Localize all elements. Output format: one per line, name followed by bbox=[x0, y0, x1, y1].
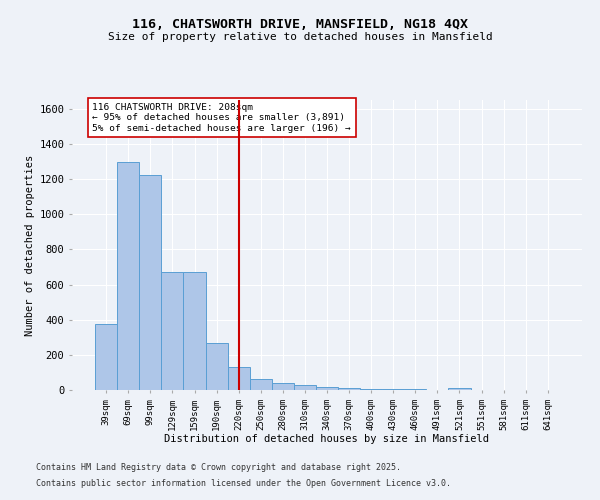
Bar bbox=[95, 324, 117, 390]
Bar bbox=[448, 388, 470, 390]
Y-axis label: Number of detached properties: Number of detached properties bbox=[25, 154, 35, 336]
Bar bbox=[184, 272, 206, 390]
Bar bbox=[139, 174, 161, 390]
Bar bbox=[360, 388, 382, 390]
Bar bbox=[161, 272, 184, 390]
Text: 116, CHATSWORTH DRIVE, MANSFIELD, NG18 4QX: 116, CHATSWORTH DRIVE, MANSFIELD, NG18 4… bbox=[132, 18, 468, 30]
Bar bbox=[227, 367, 250, 390]
Bar bbox=[272, 384, 294, 390]
Text: Size of property relative to detached houses in Mansfield: Size of property relative to detached ho… bbox=[107, 32, 493, 42]
Bar bbox=[117, 162, 139, 390]
Bar bbox=[206, 342, 227, 390]
Bar bbox=[250, 378, 272, 390]
Bar bbox=[338, 388, 360, 390]
Text: 116 CHATSWORTH DRIVE: 208sqm
← 95% of detached houses are smaller (3,891)
5% of : 116 CHATSWORTH DRIVE: 208sqm ← 95% of de… bbox=[92, 103, 351, 132]
Bar bbox=[382, 389, 404, 390]
Text: Contains public sector information licensed under the Open Government Licence v3: Contains public sector information licen… bbox=[36, 478, 451, 488]
Bar bbox=[294, 385, 316, 390]
X-axis label: Distribution of detached houses by size in Mansfield: Distribution of detached houses by size … bbox=[164, 434, 490, 444]
Text: Contains HM Land Registry data © Crown copyright and database right 2025.: Contains HM Land Registry data © Crown c… bbox=[36, 464, 401, 472]
Bar bbox=[316, 387, 338, 390]
